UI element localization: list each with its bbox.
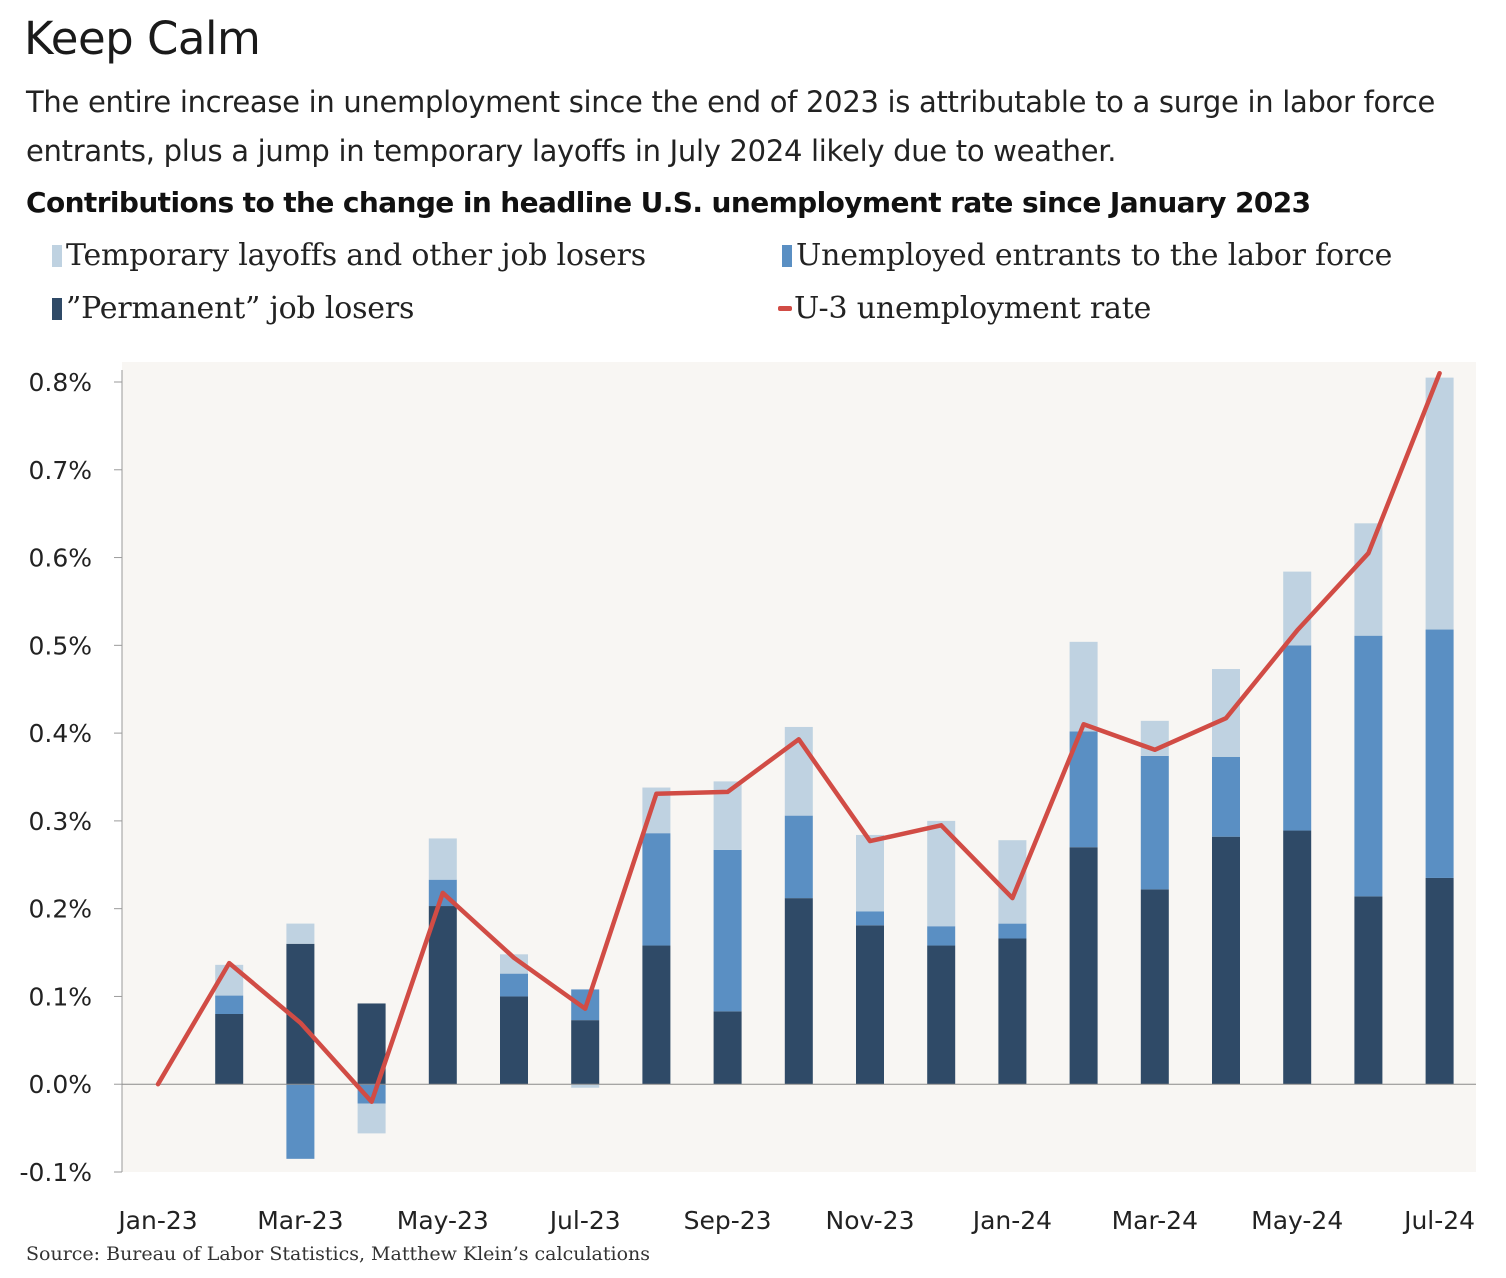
bar-segment bbox=[998, 938, 1027, 1085]
x-tick-label: Jan-24 bbox=[971, 1206, 1052, 1235]
bar-segment bbox=[1212, 836, 1240, 1085]
y-tick-label: 0.1% bbox=[28, 982, 92, 1011]
y-tick-label: 0.8% bbox=[28, 368, 92, 397]
legend-label-permanent: ”Permanent” job losers bbox=[66, 291, 415, 326]
legend-item-u3: U-3 unemployment rate bbox=[778, 291, 1151, 326]
legend-item-temporary: Temporary layoffs and other job losers bbox=[52, 238, 646, 273]
y-tick-label: 0.6% bbox=[28, 544, 92, 573]
bar-segment bbox=[500, 996, 528, 1085]
x-tick-label: Mar-23 bbox=[257, 1206, 343, 1235]
bar-segment bbox=[1354, 523, 1383, 636]
bar-segment bbox=[1140, 755, 1169, 890]
y-tick-label: 0.7% bbox=[28, 456, 92, 485]
x-tick-label: Nov-23 bbox=[826, 1206, 915, 1235]
bar-segment bbox=[571, 1020, 600, 1085]
bar-segment bbox=[1425, 629, 1454, 878]
bar-segment bbox=[1283, 571, 1312, 646]
y-tick-label: 0.3% bbox=[28, 807, 92, 836]
bar-segment bbox=[1283, 830, 1312, 1085]
bar-segment bbox=[1354, 896, 1383, 1085]
bar-segment bbox=[428, 838, 457, 880]
bar-segment bbox=[642, 945, 671, 1085]
y-tick-label: 0.0% bbox=[28, 1070, 92, 1099]
bar-segment bbox=[1212, 669, 1240, 757]
x-tick-label: May-24 bbox=[1251, 1206, 1343, 1235]
legend-swatch-temporary bbox=[52, 244, 62, 267]
bar-segment bbox=[357, 1103, 386, 1134]
bar-segment bbox=[1069, 641, 1098, 732]
legend-item-permanent: ”Permanent” job losers bbox=[52, 291, 414, 326]
bar-segment bbox=[1354, 635, 1383, 897]
legend-label-temporary: Temporary layoffs and other job losers bbox=[66, 238, 646, 273]
x-tick-label: Sep-23 bbox=[684, 1206, 772, 1235]
bar-segment bbox=[856, 925, 884, 1085]
bar-segment bbox=[998, 923, 1027, 939]
legend-label-entrants: Unemployed entrants to the labor force bbox=[796, 238, 1393, 273]
bar-segment bbox=[927, 945, 956, 1085]
y-tick-label: 0.2% bbox=[28, 895, 92, 924]
chart-title: Contributions to the change in headline … bbox=[26, 186, 1311, 219]
bar-segment bbox=[357, 1084, 386, 1104]
legend-swatch-entrants bbox=[782, 244, 792, 267]
bar-segment bbox=[927, 820, 956, 927]
bar-segment bbox=[856, 911, 884, 926]
bar-segment bbox=[571, 1084, 600, 1088]
bar-segment bbox=[1425, 877, 1454, 1085]
bar-segment bbox=[500, 954, 528, 974]
bar-segment bbox=[215, 995, 244, 1014]
bar-segment bbox=[784, 898, 813, 1085]
y-tick-label: 0.5% bbox=[28, 631, 92, 660]
bar-segment bbox=[998, 840, 1027, 924]
x-tick-label: May-23 bbox=[397, 1206, 489, 1235]
bar-segment bbox=[1069, 847, 1098, 1085]
legend-swatch-permanent bbox=[52, 297, 62, 320]
subtitle: The entire increase in unemployment sinc… bbox=[26, 85, 1436, 168]
bar-segment bbox=[713, 849, 742, 1012]
bar-segment bbox=[642, 833, 671, 946]
bar-segment bbox=[1425, 377, 1454, 630]
bar-segment bbox=[1283, 645, 1312, 831]
y-tick-label: -0.1% bbox=[19, 1158, 92, 1187]
x-tick-label: Jul-24 bbox=[1402, 1206, 1475, 1235]
y-tick-label: 0.4% bbox=[28, 719, 92, 748]
bar-segment bbox=[428, 906, 457, 1085]
x-tick-label: Jul-23 bbox=[548, 1206, 621, 1235]
bar-segment bbox=[1140, 889, 1169, 1085]
page-title: Keep Calm bbox=[24, 12, 261, 65]
u3-line bbox=[155, 370, 1442, 1105]
bar-segment bbox=[927, 926, 956, 946]
bar-segment bbox=[286, 1084, 315, 1159]
bar-segment bbox=[500, 973, 528, 997]
legend-label-u3: U-3 unemployment rate bbox=[794, 291, 1152, 326]
legend-swatch-u3 bbox=[778, 306, 792, 311]
bar-segment bbox=[286, 923, 315, 944]
bar-segment bbox=[1212, 756, 1240, 837]
x-tick-label: Jan-23 bbox=[116, 1206, 197, 1235]
bar-segment bbox=[713, 1011, 742, 1085]
bar-segment bbox=[856, 834, 884, 912]
bar-segment bbox=[215, 1014, 244, 1085]
source-note: Source: Bureau of Labor Statistics, Matt… bbox=[26, 1243, 650, 1265]
legend-item-entrants: Unemployed entrants to the labor force bbox=[782, 238, 1392, 273]
x-tick-label: Mar-24 bbox=[1112, 1206, 1198, 1235]
bar-segment bbox=[784, 815, 813, 899]
